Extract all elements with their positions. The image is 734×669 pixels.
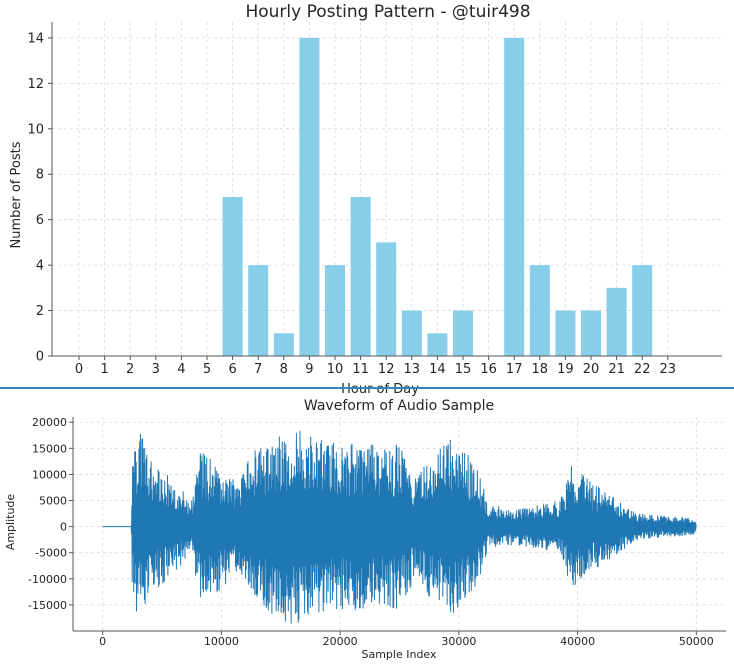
x-tick-label: 2 [126, 362, 134, 377]
x-tick-label: 30000 [441, 635, 476, 648]
waveform-chart-title: Waveform of Audio Sample [304, 398, 494, 414]
x-tick-label: 11 [352, 362, 369, 377]
bar-hour-20 [581, 310, 601, 356]
x-tick-label: 0 [75, 362, 83, 377]
bar-hour-19 [555, 310, 576, 356]
waveform-chart-series [102, 430, 697, 624]
bar-hour-10 [325, 265, 345, 356]
waveform-chart: Waveform of Audio Sample 0 10000 20000 3000… [4, 398, 726, 661]
y-tick-label: 20000 [32, 416, 67, 429]
waveform-line [102, 430, 697, 624]
x-tick-label: 13 [404, 362, 421, 377]
y-tick-label: 4 [36, 259, 44, 274]
bar-hour-12 [376, 242, 397, 356]
bar-chart-title: Hourly Posting Pattern - @tuir498 [245, 2, 530, 22]
y-tick-label: 15000 [32, 442, 67, 455]
x-tick-label: 21 [608, 362, 625, 377]
bar-hour-15 [453, 310, 473, 356]
bar-hour-7 [248, 265, 269, 356]
bar-hour-18 [529, 265, 550, 356]
x-tick-label: 20000 [323, 635, 358, 648]
waveform-chart-y-ticks: -15000 -10000 -5000 0 5000 10000 15000 20000 [28, 416, 73, 612]
bar-hour-8 [273, 333, 294, 356]
bar-hour-6 [222, 196, 243, 356]
x-tick-label: 19 [557, 362, 574, 377]
x-tick-label: 4 [177, 362, 185, 377]
y-tick-label: 6 [36, 213, 44, 228]
y-tick-label: 10 [27, 122, 44, 137]
x-tick-label: 22 [634, 362, 651, 377]
bar-chart-xlabel: Hour of Day [341, 382, 419, 397]
x-tick-label: 50000 [679, 635, 714, 648]
bar-chart-ylabel: Number of Posts [9, 141, 24, 248]
bar-chart-bars [222, 37, 653, 357]
bar-chart-x-ticks: 0 1 2 3 4 5 6 7 8 9 10 11 12 13 14 15 16 17 18 19 20 21 22 23 [75, 356, 676, 377]
bar-chart-axes [51, 22, 722, 357]
bar-hour-11 [350, 196, 371, 356]
x-tick-label: 40000 [560, 635, 595, 648]
y-tick-label: -5000 [35, 547, 67, 560]
x-tick-label: 23 [660, 362, 677, 377]
y-tick-label: 5000 [39, 495, 67, 508]
x-tick-label: 10 [327, 362, 344, 377]
y-tick-label: 0 [60, 521, 67, 534]
x-tick-label: 0 [99, 635, 106, 648]
bar-hour-9 [299, 37, 320, 357]
waveform-chart-x-ticks: 0 10000 20000 30000 40000 50000 [99, 631, 714, 648]
x-tick-label: 16 [480, 362, 497, 377]
y-tick-label: 10000 [32, 468, 67, 481]
y-tick-label: 8 [36, 168, 44, 183]
bar-hour-14 [427, 333, 448, 356]
x-tick-label: 7 [254, 362, 262, 377]
x-tick-label: 9 [305, 362, 313, 377]
x-tick-label: 12 [378, 362, 395, 377]
y-tick-label: 0 [36, 350, 44, 365]
waveform-chart-axes [72, 417, 726, 632]
waveform-chart-ylabel: Amplitude [4, 494, 17, 551]
x-tick-label: 18 [532, 362, 549, 377]
x-tick-label: 5 [203, 362, 211, 377]
bar-chart-y-ticks: 0 2 4 6 8 10 12 14 [27, 31, 52, 365]
y-tick-label: -10000 [28, 573, 67, 586]
x-tick-label: 1 [100, 362, 108, 377]
y-tick-label: 12 [27, 77, 44, 92]
x-tick-label: 8 [280, 362, 288, 377]
x-tick-label: 15 [455, 362, 472, 377]
x-tick-label: 17 [506, 362, 523, 377]
bar-hour-13 [401, 310, 422, 356]
x-tick-label: 14 [429, 362, 446, 377]
bar-hour-17 [504, 37, 525, 357]
x-tick-label: 6 [228, 362, 236, 377]
x-tick-label: 10000 [204, 635, 239, 648]
bar-hour-21 [606, 287, 627, 356]
x-tick-label: 20 [583, 362, 600, 377]
y-tick-label: 2 [36, 304, 44, 319]
waveform-chart-xlabel: Sample Index [361, 648, 437, 661]
y-tick-label: 14 [27, 31, 44, 46]
bar-hour-22 [632, 265, 653, 356]
x-tick-label: 3 [152, 362, 160, 377]
y-tick-label: -15000 [28, 599, 67, 612]
